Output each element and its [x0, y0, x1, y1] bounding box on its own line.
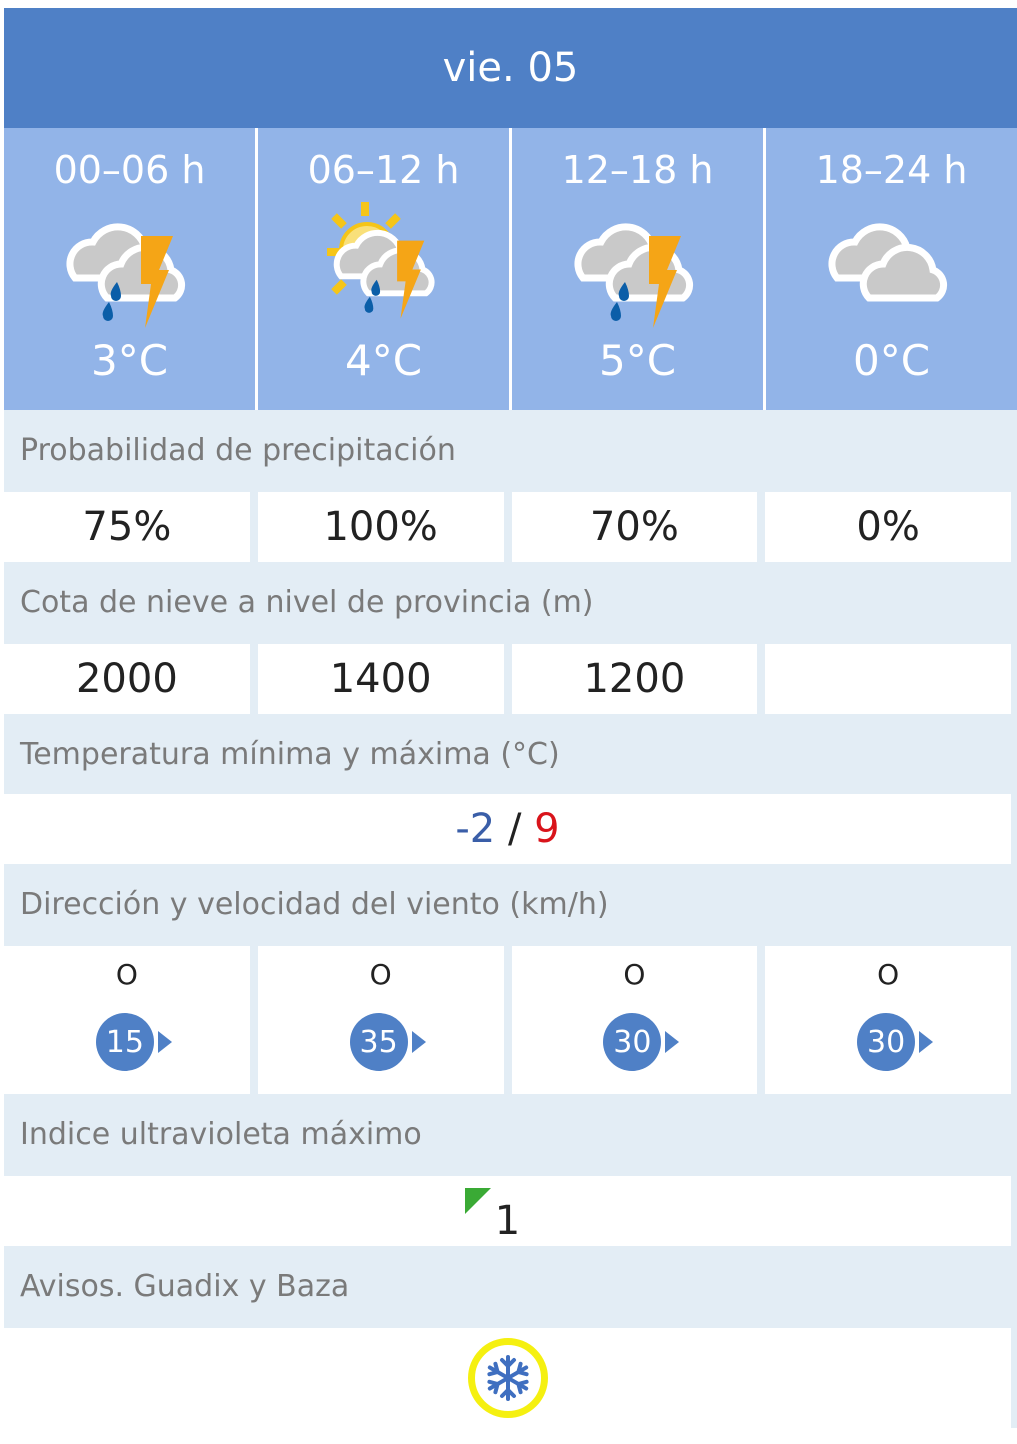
periods-row: 00–06 h 3°C 06–12 h 4°C 12–18 h 5°C 18–2… — [4, 128, 1017, 410]
period-06-12: 06–12 h 4°C — [258, 128, 509, 410]
wind-speed: 30 — [857, 1013, 916, 1071]
uv-row: 1 — [4, 1174, 1017, 1246]
snow-value: 2000 — [4, 644, 250, 714]
warnings-row — [4, 1326, 1017, 1428]
snowflake-icon — [484, 1355, 531, 1401]
cloud-icon — [817, 200, 967, 330]
cloud-rain-storm-icon — [55, 200, 205, 330]
wind-row: O 15 O 35 O 30 O 30 — [4, 944, 1017, 1094]
wind-arrow-icon — [157, 1031, 172, 1053]
temps-value: -2 / 9 — [4, 794, 1011, 864]
snow-value: 1400 — [257, 644, 504, 714]
snow-label: Cota de nieve a nivel de provincia (m) — [4, 562, 1017, 642]
period-temp: 4°C — [344, 336, 423, 385]
warnings-label: Avisos. Guadix y Baza — [4, 1246, 1017, 1326]
wind-direction: O — [115, 958, 138, 991]
period-label: 18–24 h — [815, 148, 968, 192]
temp-max: 9 — [534, 806, 560, 852]
wind-direction: O — [369, 958, 392, 991]
precip-value: 70% — [511, 492, 758, 562]
snow-row: 2000 1400 1200 — [4, 642, 1017, 714]
temp-separator: / — [495, 806, 535, 852]
uv-level-triangle-icon — [464, 1188, 491, 1214]
period-label: 12–18 h — [561, 148, 714, 192]
wind-direction: O — [877, 958, 900, 991]
wind-label: Dirección y velocidad del viento (km/h) — [4, 864, 1017, 944]
period-label: 06–12 h — [307, 148, 460, 192]
wind-direction: O — [623, 958, 646, 991]
day-title: vie. 05 — [4, 8, 1017, 128]
uv-label: Indice ultravioleta máximo — [4, 1094, 1017, 1174]
snow-warning-button[interactable] — [467, 1338, 548, 1418]
wind-cell: O 35 — [257, 946, 504, 1094]
wind-cell: O 30 — [511, 946, 758, 1094]
precip-value: 75% — [4, 492, 250, 562]
wind-arrow-icon — [919, 1031, 934, 1053]
precip-label: Probabilidad de precipitación — [4, 410, 1017, 490]
wind-arrow-icon — [665, 1031, 680, 1053]
period-temp: 3°C — [90, 336, 169, 385]
uv-value: 1 — [494, 1198, 521, 1244]
sun-cloud-rain-storm-icon — [326, 202, 459, 330]
period-temp: 0°C — [852, 336, 931, 385]
uv-value-cell: 1 — [4, 1176, 1011, 1246]
period-label: 00–06 h — [53, 148, 206, 192]
wind-speed: 35 — [349, 1013, 408, 1071]
wind-speed: 15 — [95, 1013, 154, 1071]
snow-value: 1200 — [511, 644, 758, 714]
temps-row: -2 / 9 — [4, 794, 1017, 864]
precip-value: 100% — [257, 492, 504, 562]
wind-arrow-icon — [411, 1031, 426, 1053]
wind-cell: O 15 — [4, 946, 250, 1094]
cloud-rain-storm-icon — [563, 200, 713, 330]
wind-cell: O 30 — [765, 946, 1011, 1094]
precip-value: 0% — [765, 492, 1011, 562]
wind-speed: 30 — [603, 1013, 662, 1071]
period-temp: 5°C — [598, 336, 677, 385]
snow-value — [765, 644, 1011, 714]
precip-row: 75% 100% 70% 0% — [4, 490, 1017, 562]
period-12-18: 12–18 h 5°C — [512, 128, 763, 410]
period-00-06: 00–06 h 3°C — [4, 128, 255, 410]
temps-label: Temperatura mínima y máxima (°C) — [4, 714, 1017, 794]
temp-min: -2 — [455, 806, 496, 852]
period-18-24: 18–24 h 0°C — [766, 128, 1017, 410]
forecast-day-card: vie. 05 00–06 h 3°C 06–12 h 4°C 12–18 h … — [4, 8, 1017, 1428]
